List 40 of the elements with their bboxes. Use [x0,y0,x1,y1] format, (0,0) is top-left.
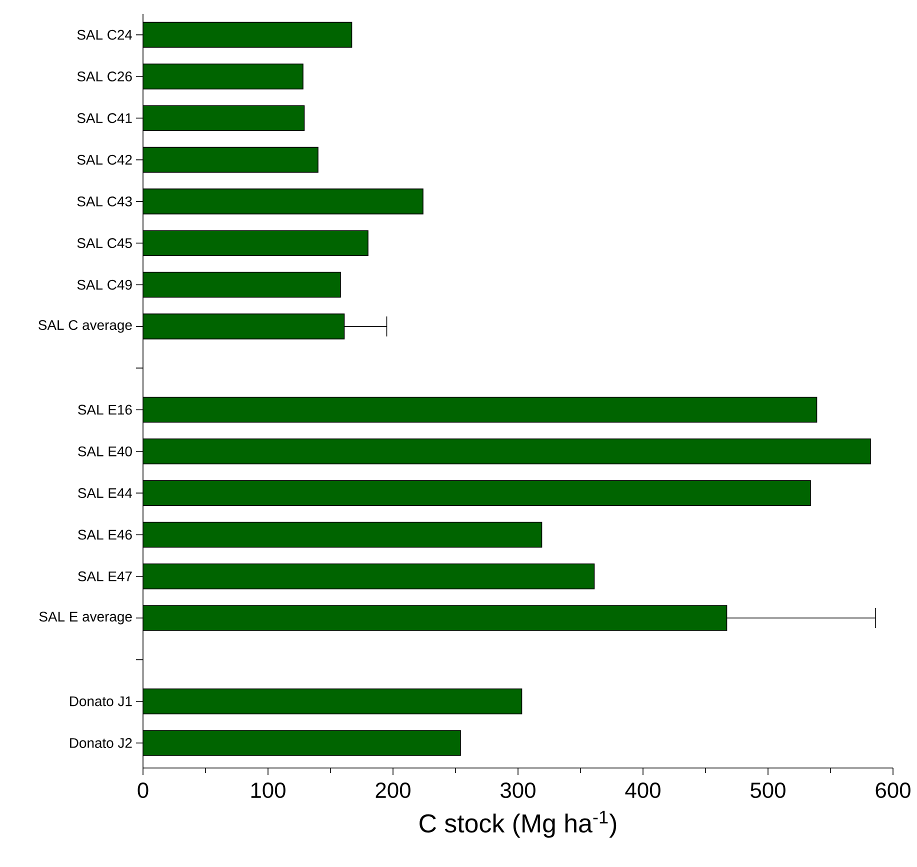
y-tick-label: Donato J1 [70,696,132,706]
x-tick-label: 300 [500,782,536,798]
y-tick-label: SAL E average [39,612,132,624]
y-tick-label: SAL C49 [77,280,132,290]
bar [143,272,341,298]
bar [143,314,345,340]
y-tick-label: SAL E46 [78,530,132,540]
y-tick-label: SAL C24 [77,30,132,40]
x-tick-label: 500 [750,782,786,798]
bar [143,22,352,48]
bar [143,438,871,464]
y-tick-label: SAL C43 [77,196,132,206]
bar [143,105,305,132]
bar [143,563,595,590]
y-tick-label: SAL E44 [78,488,132,498]
x-tick-label: 0 [138,782,148,798]
y-tick-label: SAL C average [38,320,132,333]
bar [143,522,542,548]
y-tick-label: SAL C45 [77,238,132,248]
bar [143,230,368,256]
y-tick-label: SAL C26 [77,72,132,82]
bar [143,146,318,173]
bar [143,64,304,90]
y-tick-label: SAL C42 [77,154,132,165]
x-tick-label: 600 [876,782,910,798]
bar [143,188,424,214]
x-tick-label: 400 [625,782,660,798]
bar [143,688,522,714]
y-tick-label: Donato J2 [70,738,132,748]
x-tick-label: 100 [251,782,286,798]
bar [143,396,818,423]
bar [143,480,811,506]
x-axis-title: C stock (Mg ha$^{-1}$) [420,810,616,838]
bar [143,730,461,756]
y-tick-label: SAL E40 [78,446,132,456]
y-tick-label: SAL C41 [77,113,132,124]
y-tick-label: SAL E16 [78,404,132,415]
bar [143,605,728,631]
x-tick-label: 200 [376,782,410,798]
y-tick-label: SAL E47 [78,571,132,582]
